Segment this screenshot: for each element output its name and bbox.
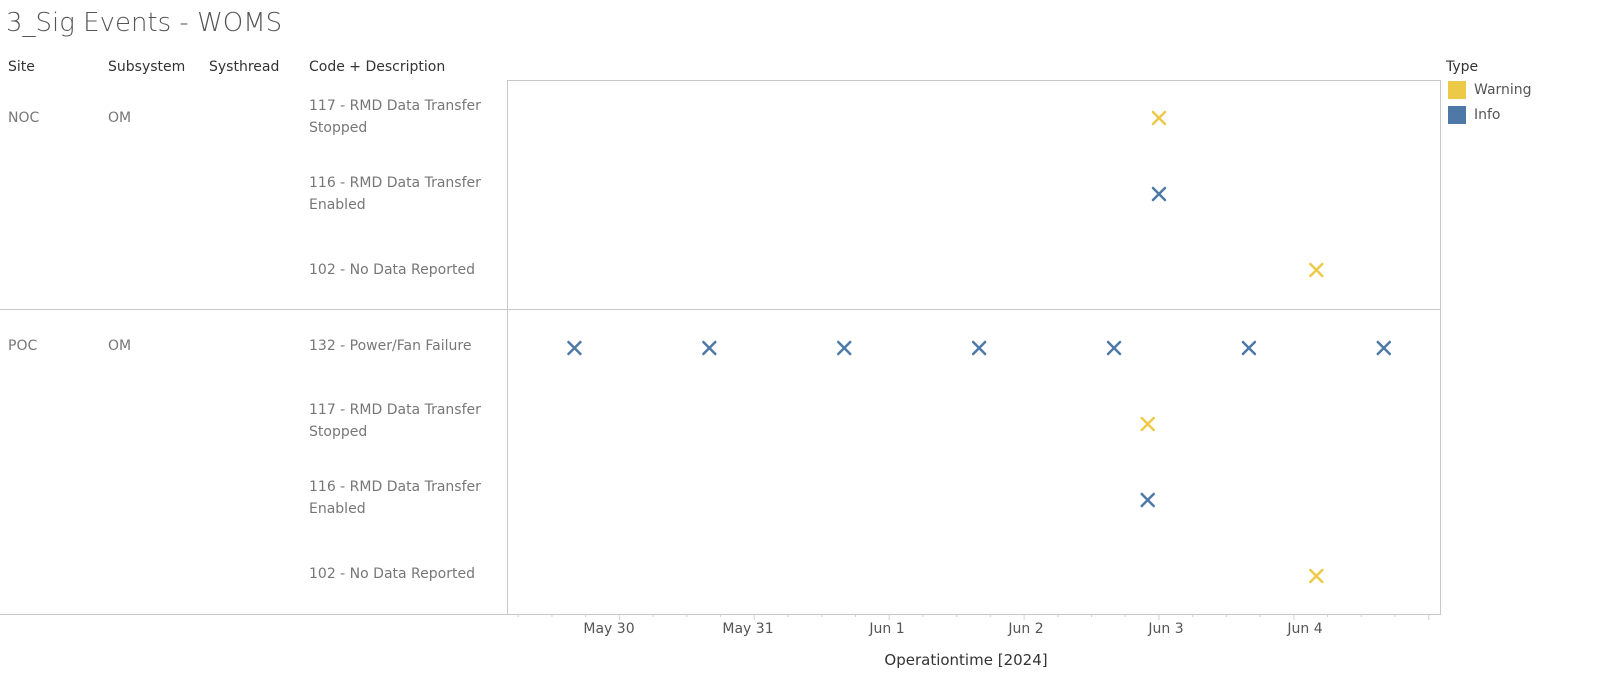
event-mark-info — [971, 340, 987, 356]
legend-label: Warning — [1474, 82, 1532, 98]
legend-item-warning[interactable]: Warning — [1448, 81, 1532, 99]
subsystem-label-noc: OM — [108, 110, 132, 126]
event-mark-info — [836, 340, 852, 356]
x-tick-label: Jun 3 — [1148, 621, 1184, 637]
code-label: 116 - RMD Data Transfer Enabled — [309, 479, 481, 517]
event-mark-warning — [1309, 568, 1324, 584]
code-label: 116 - RMD Data Transfer Enabled — [309, 175, 481, 213]
code-label: 102 - No Data Reported — [309, 566, 475, 582]
code-label: 102 - No Data Reported — [309, 262, 475, 278]
event-mark-info — [1241, 340, 1257, 356]
site-label-noc: NOC — [8, 110, 40, 126]
chart-marks — [567, 110, 1392, 584]
event-mark-info — [1376, 340, 1392, 356]
x-tick-label: May 31 — [722, 621, 774, 637]
plot-frame — [507, 80, 1441, 615]
event-mark-info — [1106, 340, 1122, 356]
event-mark-info — [567, 340, 582, 356]
event-mark-info — [1140, 492, 1155, 508]
event-mark-warning — [1140, 416, 1155, 432]
column-header-site[interactable]: Site — [8, 59, 35, 75]
legend-swatch — [1448, 106, 1466, 124]
subsystem-label-poc: OM — [108, 338, 132, 354]
legend-label: Info — [1474, 107, 1501, 123]
column-header-systhread[interactable]: Systhread — [209, 59, 280, 75]
x-tick-label: Jun 2 — [1008, 621, 1044, 637]
event-mark-warning — [1151, 110, 1167, 126]
legend-item-info[interactable]: Info — [1448, 106, 1501, 124]
code-label: 117 - RMD Data Transfer Stopped — [309, 402, 481, 440]
x-axis-ticks — [517, 614, 1430, 620]
column-header-code[interactable]: Code + Description — [309, 59, 446, 75]
code-label: 117 - RMD Data Transfer Stopped — [309, 98, 481, 136]
legend-swatch — [1448, 81, 1466, 99]
x-tick-label: Jun 1 — [869, 621, 905, 637]
x-tick-label: Jun 4 — [1287, 621, 1323, 637]
page-title: 3_Sig Events - WOMS — [6, 8, 283, 38]
legend-title: Type — [1446, 59, 1479, 75]
event-mark-info — [1151, 186, 1167, 202]
x-axis-label: Operationtime [2024] — [884, 651, 1048, 669]
event-mark-warning — [1309, 262, 1324, 278]
column-header-subsystem[interactable]: Subsystem — [108, 59, 186, 75]
code-label: 132 - Power/Fan Failure — [309, 338, 472, 354]
event-mark-info — [702, 340, 717, 356]
site-label-poc: POC — [8, 338, 38, 354]
x-tick-label: May 30 — [583, 621, 635, 637]
